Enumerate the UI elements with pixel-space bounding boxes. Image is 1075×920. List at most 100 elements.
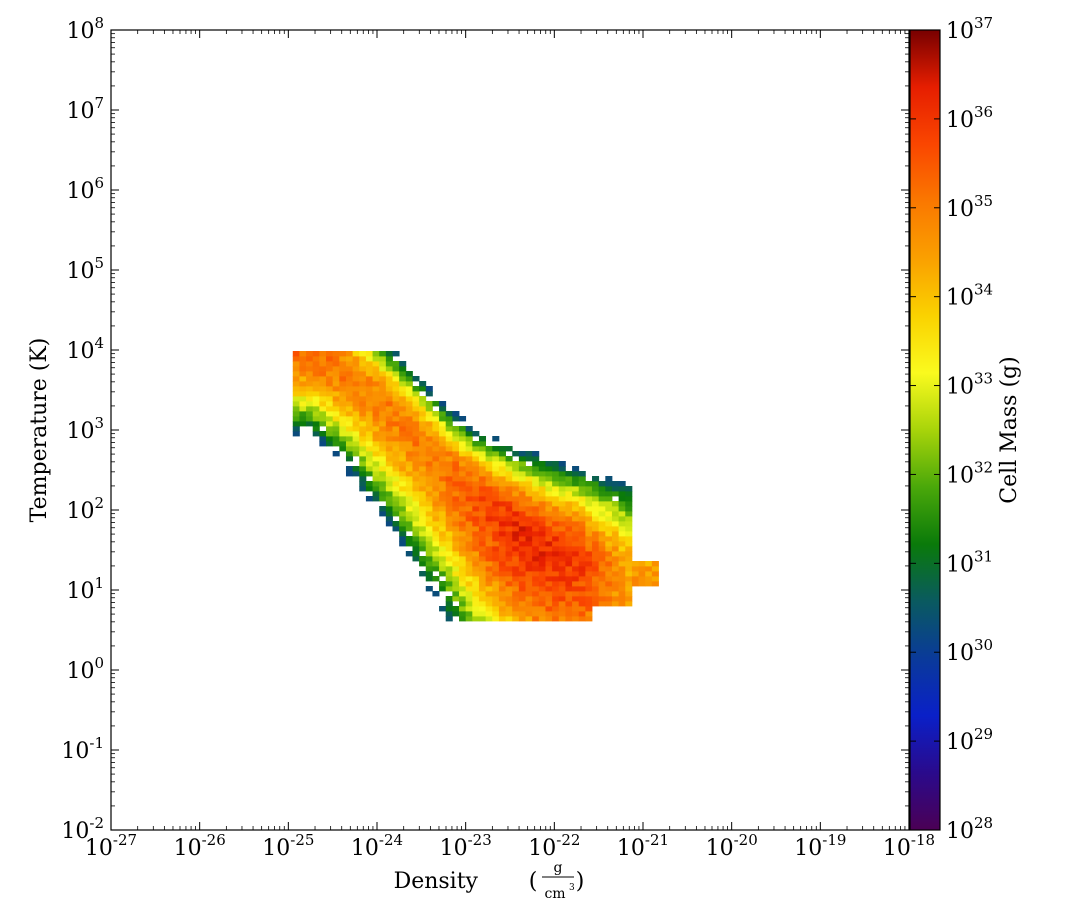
heatmap-cell [365, 471, 373, 477]
heatmap-cell [425, 536, 433, 542]
heatmap-cell [585, 481, 593, 487]
heatmap-cell [558, 566, 566, 572]
heatmap-cell [518, 561, 526, 567]
heatmap-cell [412, 401, 420, 407]
heatmap-cell [306, 381, 314, 387]
heatmap-cell [478, 486, 487, 492]
heatmap-cell [292, 406, 300, 412]
heatmap-cell [345, 391, 354, 397]
heatmap-cell [585, 511, 593, 517]
heatmap-cell [538, 591, 546, 597]
heatmap-cell [432, 486, 440, 492]
heatmap-cell [525, 571, 533, 577]
heatmap-cell [518, 506, 526, 512]
heatmap-cell [538, 511, 546, 517]
heatmap-cell [445, 436, 453, 442]
heatmap-cell [592, 476, 600, 482]
heatmap-cell [405, 486, 413, 492]
heatmap-cell [472, 536, 480, 542]
heatmap-cell [359, 486, 367, 492]
heatmap-cell [565, 536, 573, 542]
heatmap-cell [492, 556, 500, 562]
heatmap-cell [419, 496, 427, 502]
heatmap-cell [405, 396, 413, 402]
heatmap-cell [459, 486, 467, 492]
heatmap-cell [478, 441, 487, 447]
heatmap-cell [412, 506, 420, 512]
heatmap-cell [359, 371, 367, 377]
heatmap-cell [399, 526, 407, 532]
heatmap-cell [326, 376, 334, 382]
heatmap-cell [558, 546, 566, 552]
heatmap-cell [399, 496, 407, 502]
heatmap-cell [485, 551, 493, 557]
heatmap-cell [319, 396, 327, 402]
heatmap-cell [392, 526, 400, 532]
heatmap-cell [552, 591, 560, 597]
heatmap-cell [558, 496, 566, 502]
heatmap-cell [459, 591, 467, 597]
heatmap-cell [312, 406, 320, 412]
heatmap-cell [359, 351, 367, 357]
heatmap-cell [625, 541, 633, 547]
heatmap-cell [379, 371, 387, 377]
heatmap-cell [532, 606, 540, 612]
heatmap-cell [585, 616, 593, 622]
heatmap-cell [525, 616, 533, 622]
heatmap-cell [578, 571, 586, 577]
heatmap-cell [552, 486, 560, 492]
heatmap-cell [558, 541, 566, 547]
heatmap-cell [385, 511, 393, 517]
heatmap-cell [578, 516, 586, 522]
heatmap-cell [399, 376, 407, 382]
heatmap-cell [552, 566, 560, 572]
heatmap-cell [352, 451, 360, 457]
heatmap-cell [399, 446, 407, 452]
heatmap-cell [492, 541, 500, 547]
heatmap-cell [319, 436, 327, 442]
heatmap-cell [459, 456, 467, 462]
heatmap-cell [532, 521, 540, 527]
heatmap-cell [345, 471, 354, 477]
heatmap-cell [385, 386, 393, 392]
heatmap-cell [465, 521, 473, 527]
heatmap-cell [558, 511, 566, 517]
heatmap-cell [525, 516, 533, 522]
heatmap-cell [385, 366, 393, 372]
heatmap-cell [525, 531, 533, 537]
heatmap-cell [545, 551, 553, 557]
heatmap-cell [425, 526, 433, 532]
heatmap-cell [379, 491, 387, 497]
heatmap-cell [492, 471, 500, 477]
heatmap-cell [485, 586, 493, 592]
heatmap-cell [498, 481, 506, 487]
heatmap-cell [505, 596, 513, 602]
heatmap-cell [598, 531, 606, 537]
heatmap-cell [319, 406, 327, 412]
heatmap-cell [412, 511, 420, 517]
heatmap-cell [492, 496, 500, 502]
heatmap-cell [605, 541, 613, 547]
heatmap-cell [585, 521, 593, 527]
heatmap-cell [625, 501, 633, 507]
x-axis-title: Density ( g cm 3 ) [394, 860, 585, 902]
heatmap-cell [459, 596, 467, 602]
heatmap-cell [485, 581, 493, 587]
heatmap-cell [498, 546, 506, 552]
heatmap-cell [445, 496, 453, 502]
heatmap-cell [578, 616, 586, 622]
heatmap-cell [399, 471, 407, 477]
heatmap-cell [445, 606, 453, 612]
heatmap-cell [592, 491, 600, 497]
heatmap-cell [538, 461, 546, 467]
heatmap-cell [439, 586, 447, 592]
x-tick-label: 10-23 [440, 831, 492, 861]
heatmap-cell [306, 356, 314, 362]
heatmap-cell [399, 371, 407, 377]
heatmap-cell [379, 466, 387, 472]
heatmap-cell [532, 466, 540, 472]
heatmap-cell [518, 461, 526, 467]
heatmap-cell [292, 396, 300, 402]
heatmap-cell [578, 511, 586, 517]
heatmap-cell [552, 586, 560, 592]
